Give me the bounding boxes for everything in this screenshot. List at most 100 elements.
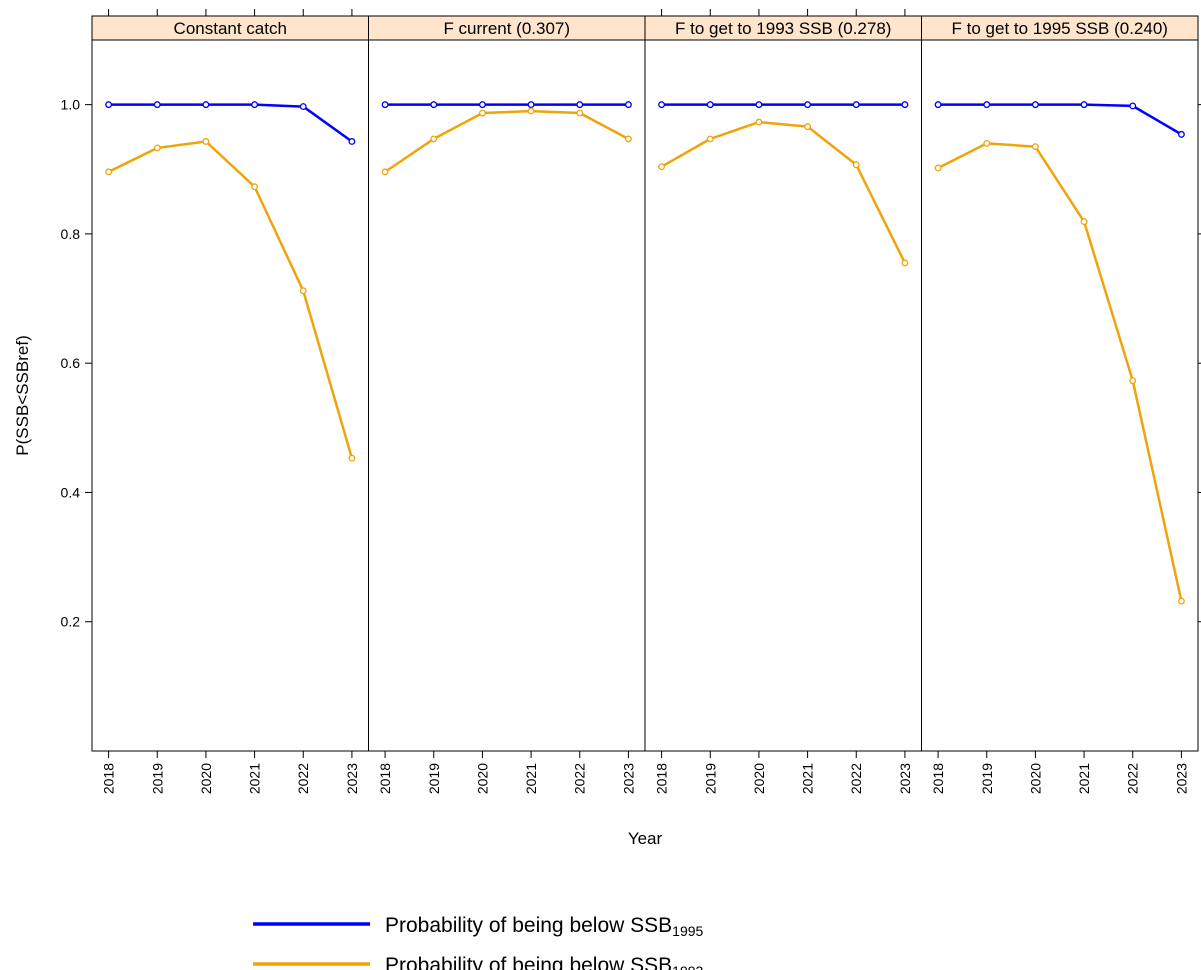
y-axis-title: P(SSB<SSBref) (13, 335, 32, 455)
data-point-ssb1993 (381, 168, 389, 176)
data-point-ssb1995 (1080, 101, 1088, 109)
panel-frame (91, 39, 369, 752)
data-point-ssb1995 (852, 101, 860, 109)
x-tick-label: 2019 (979, 763, 995, 794)
panel: F to get to 1993 SSB (0.278) 2018 2019 2020… (644, 15, 922, 794)
data-point-ssb1995 (299, 103, 307, 111)
data-point-ssb1993 (658, 163, 666, 171)
data-point-ssb1995 (1177, 130, 1185, 138)
x-tick-label: 2021 (523, 763, 539, 794)
data-point-ssb1995 (901, 101, 909, 109)
x-tick-label: 2021 (247, 763, 263, 794)
data-point-ssb1993 (299, 287, 307, 295)
data-point-ssb1995 (251, 101, 259, 109)
data-point-ssb1993 (105, 168, 113, 176)
data-point-ssb1993 (202, 138, 210, 145)
y-tick-label: 0.8 (61, 226, 81, 242)
x-tick-label: 2019 (149, 763, 165, 794)
series-line-ssb1993 (660, 120, 907, 264)
x-tick-label: 2023 (344, 763, 360, 794)
data-point-ssb1993 (624, 135, 632, 143)
panel-title: F to get to 1993 SSB (0.278) (675, 19, 891, 38)
panel-title: Constant catch (174, 19, 287, 38)
data-point-ssb1995 (430, 101, 438, 109)
x-tick-label: 2023 (897, 763, 913, 794)
x-axis-title: Year (628, 829, 663, 848)
data-point-ssb1993 (983, 139, 991, 147)
panel-frame (368, 39, 646, 752)
data-point-ssb1993 (852, 161, 860, 169)
y-tick-label: 0.6 (61, 355, 81, 371)
x-tick-label: 2021 (1076, 763, 1092, 794)
data-point-ssb1993 (755, 118, 763, 126)
data-point-ssb1993 (1129, 377, 1137, 385)
x-tick-label: 2022 (1125, 763, 1141, 794)
data-point-ssb1995 (804, 101, 812, 109)
data-point-ssb1993 (1031, 143, 1039, 151)
data-point-ssb1995 (755, 101, 763, 109)
x-tick-label: 2023 (1173, 763, 1189, 794)
panel: F to get to 1995 SSB (0.240) 2018 2019 2020… (921, 15, 1199, 794)
data-point-ssb1993 (804, 123, 812, 131)
panel-frame (921, 39, 1199, 752)
x-tick-label: 2022 (848, 763, 864, 794)
series-line-ssb1993 (384, 109, 629, 173)
x-tick-label: 2022 (572, 763, 588, 794)
data-point-ssb1993 (251, 183, 259, 191)
legend-label: Probability of being below SSB1993 (385, 954, 704, 970)
data-point-ssb1995 (1031, 101, 1039, 109)
x-tick-label: 2023 (620, 763, 636, 794)
x-tick-label: 2018 (377, 763, 393, 794)
data-point-ssb1995 (381, 101, 389, 109)
x-tick-label: 2022 (295, 763, 311, 794)
data-point-ssb1993 (527, 107, 535, 115)
data-point-ssb1995 (153, 101, 161, 109)
series-line-ssb1993 (937, 142, 1183, 602)
data-point-ssb1993 (478, 109, 486, 117)
data-point-ssb1995 (934, 101, 942, 109)
panel-frame (644, 39, 922, 752)
legend-item: Probability of being below SSB1995 (253, 914, 704, 939)
legend-item: Probability of being below SSB1993 (253, 954, 704, 970)
data-point-ssb1995 (348, 138, 356, 145)
panel-strip (368, 15, 646, 41)
data-point-ssb1995 (624, 101, 632, 109)
series-line-ssb1995 (938, 103, 1183, 136)
data-point-ssb1993 (934, 164, 942, 172)
data-point-ssb1995 (478, 101, 486, 109)
x-tick-label: 2020 (751, 763, 767, 794)
data-point-ssb1995 (658, 101, 666, 109)
x-tick-label: 2020 (1027, 763, 1043, 794)
data-point-ssb1995 (1129, 102, 1137, 110)
data-point-ssb1993 (430, 135, 438, 143)
panel-title: F current (0.307) (443, 19, 570, 38)
data-point-ssb1995 (706, 101, 714, 109)
data-point-ssb1993 (706, 135, 714, 143)
x-tick-label: 2021 (800, 763, 816, 794)
series-line-ssb1995 (108, 103, 353, 143)
panel-strip (921, 15, 1199, 41)
data-point-ssb1995 (527, 101, 535, 109)
data-point-ssb1993 (1177, 597, 1185, 605)
x-tick-label: 2020 (198, 763, 214, 794)
data-point-ssb1995 (105, 101, 113, 109)
data-point-ssb1995 (983, 101, 991, 109)
x-tick-label: 2018 (930, 763, 946, 794)
y-tick-label: 1.0 (61, 97, 81, 113)
y-tick-label: 0.4 (61, 484, 81, 500)
legend-label: Probability of being below SSB1995 (385, 914, 704, 939)
data-point-ssb1995 (202, 101, 210, 109)
data-point-ssb1993 (348, 454, 356, 462)
panel-title: F to get to 1995 SSB (0.240) (952, 19, 1168, 38)
x-tick-label: 2019 (426, 763, 442, 794)
x-tick-label: 2019 (702, 763, 718, 794)
data-point-ssb1993 (1080, 218, 1088, 226)
data-point-ssb1993 (153, 144, 161, 152)
x-tick-label: 2018 (654, 763, 670, 794)
data-point-ssb1993 (576, 109, 584, 117)
series-line-ssb1993 (108, 140, 354, 459)
panel-strip (91, 15, 369, 41)
x-tick-label: 2020 (474, 763, 490, 794)
